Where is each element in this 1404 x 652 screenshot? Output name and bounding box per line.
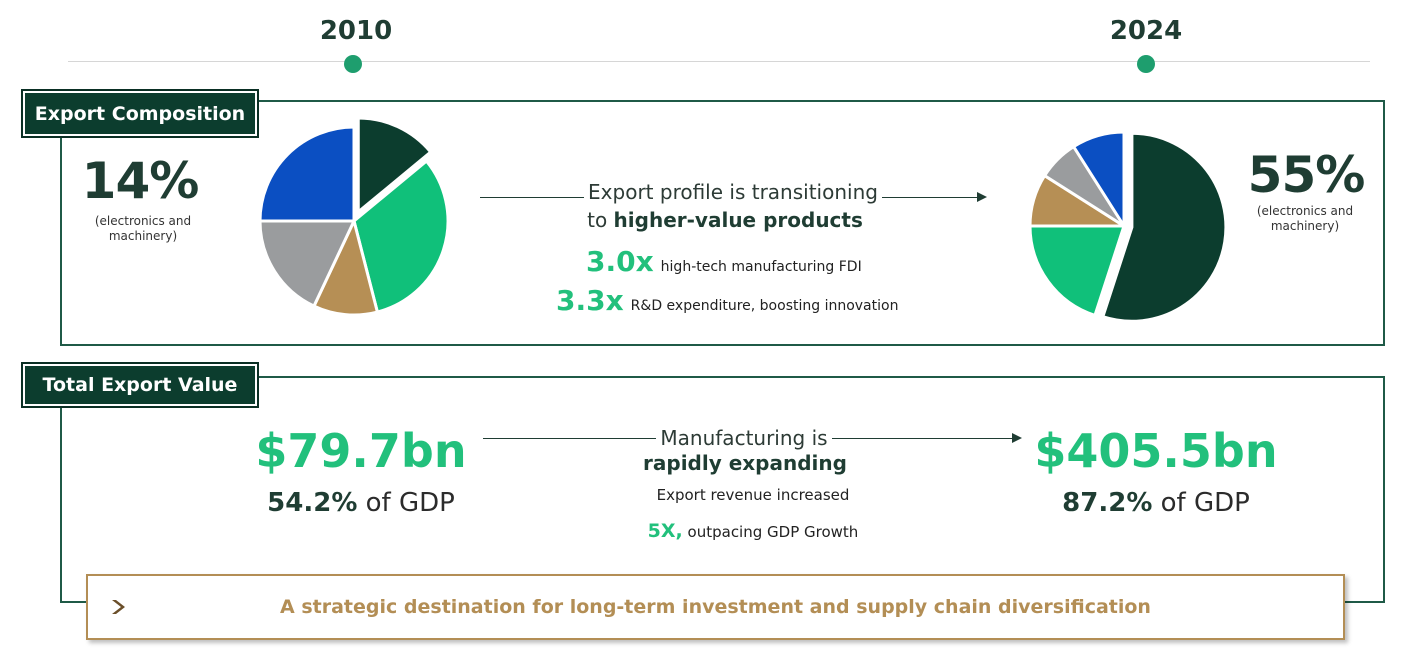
year-2010-label: 2010	[319, 16, 393, 46]
export-value-2024: $405.5bn	[1034, 424, 1278, 478]
value-arrow-head	[1012, 433, 1022, 443]
total-export-tag: Total Export Value	[21, 362, 259, 408]
growth-line: 5X, outpacing GDP Growth	[647, 520, 859, 542]
value-message-line1: Manufacturing is	[656, 426, 832, 450]
composition-arrow-head	[977, 192, 987, 202]
pie-chart-2010	[258, 116, 450, 317]
stat-row-rnd: 3.3x R&D expenditure, boosting innovatio…	[556, 284, 898, 317]
right-electronics-note: (electronics and machinery)	[1256, 204, 1354, 233]
gdp-share-2010: 54.2% of GDP	[267, 488, 455, 518]
timeline-line	[68, 61, 1370, 62]
timeline-dot-2010	[344, 55, 362, 73]
year-2024-label: 2024	[1109, 16, 1183, 46]
stat-desc: high-tech manufacturing FDI	[660, 259, 862, 275]
pie-slice-2010-3	[258, 219, 357, 309]
composition-message-line1: Export profile is transitioning	[584, 180, 882, 204]
stat-value: 3.3x	[556, 284, 624, 317]
left-electronics-pct: 14%	[81, 152, 200, 210]
pie-slice-2024-4	[1071, 130, 1126, 232]
pie-chart-2024	[1028, 130, 1228, 323]
value-message-line3: Export revenue increased	[656, 486, 850, 504]
stat-value: 3.0x	[586, 245, 654, 278]
timeline-dot-2024	[1137, 55, 1155, 73]
stat-desc: R&D expenditure, boosting innovation	[630, 298, 899, 314]
stat-row-fdi: 3.0x high-tech manufacturing FDI	[586, 245, 862, 278]
value-message-line2: rapidly expanding	[630, 451, 860, 475]
banner-text: A strategic destination for long-term in…	[280, 596, 1151, 618]
export-value-2010: $79.7bn	[255, 424, 467, 478]
pie-slice-2010-0	[356, 116, 433, 216]
right-electronics-pct: 55%	[1247, 146, 1366, 204]
gdp-share-2024: 87.2% of GDP	[1062, 488, 1250, 518]
pie-slice-2024-1	[1028, 224, 1127, 318]
composition-message-line2: to higher-value products	[570, 208, 880, 232]
strategy-banner: A strategic destination for long-term in…	[86, 574, 1345, 640]
pie-slice-2024-0	[1100, 131, 1228, 323]
left-electronics-note: (electronics and machinery)	[94, 214, 192, 243]
export-composition-tag: Export Composition	[21, 89, 259, 138]
pie-slice-2010-4	[258, 125, 356, 223]
pie-slice-2010-1	[352, 158, 450, 314]
chevron-right-icon	[88, 598, 148, 616]
